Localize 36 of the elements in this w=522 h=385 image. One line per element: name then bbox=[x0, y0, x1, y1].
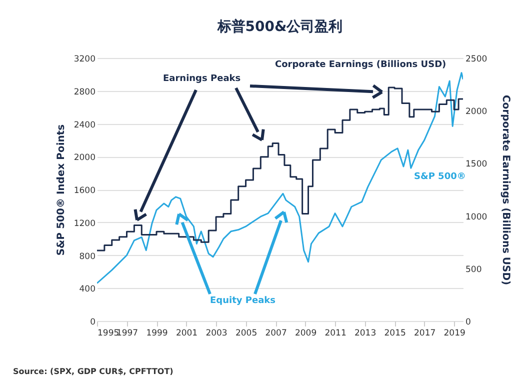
y-tick-label: 2400 bbox=[74, 120, 96, 130]
y-tick-label: 800 bbox=[79, 252, 96, 262]
y-tick-label: 1600 bbox=[74, 186, 96, 196]
y2-tick-label: 2500 bbox=[466, 54, 488, 64]
y2-tick-label: 1000 bbox=[466, 212, 488, 222]
source-note: Source: (SPX, GDP CUR$, CPFTTOT) bbox=[13, 367, 174, 376]
annotation: Earnings Peaks bbox=[163, 74, 241, 84]
x-tick-label: 2007 bbox=[265, 328, 287, 338]
y-axis-title: S&P 500® Index Points bbox=[56, 124, 67, 256]
x-tick-label: 2011 bbox=[324, 328, 346, 338]
x-tick-label: 1995 bbox=[98, 328, 120, 338]
text: Corporate Earnings (Billions USD) bbox=[275, 60, 446, 70]
x-tick-label: 2009 bbox=[294, 328, 317, 338]
y-tick-label: 2800 bbox=[74, 87, 96, 98]
line-series bbox=[97, 72, 463, 284]
y2-tick-label: 0 bbox=[466, 318, 471, 328]
y2-tick-label: 1500 bbox=[466, 160, 488, 170]
x-tick-label: 2003 bbox=[206, 328, 228, 338]
x-tick-label: 2015 bbox=[384, 328, 406, 338]
x-tick-label: 2001 bbox=[176, 328, 198, 338]
x-tick-label: 2017 bbox=[414, 328, 436, 338]
series-label: S&P 500® bbox=[414, 172, 466, 182]
y-tick-label: 2000 bbox=[74, 153, 96, 164]
chart-title: 标普500&公司盈利 bbox=[216, 18, 343, 35]
y-tick-label: 400 bbox=[79, 284, 96, 295]
y2-tick-label: 2000 bbox=[466, 107, 488, 118]
y2-tick-label: 500 bbox=[466, 264, 482, 275]
x-tick-label: 2019 bbox=[444, 328, 466, 338]
y-tick-label: 0 bbox=[90, 318, 96, 328]
x-tick-label: 2005 bbox=[235, 328, 258, 338]
y2-axis-title: Corporate Earnings (Billions USD) bbox=[500, 94, 512, 286]
annotation: Equity Peaks bbox=[210, 296, 276, 306]
x-tick-label: 1999 bbox=[146, 328, 168, 338]
y-tick-label: 1200 bbox=[74, 218, 96, 229]
x-tick-label: 2013 bbox=[354, 328, 376, 338]
y-tick-label: 3200 bbox=[74, 54, 96, 64]
